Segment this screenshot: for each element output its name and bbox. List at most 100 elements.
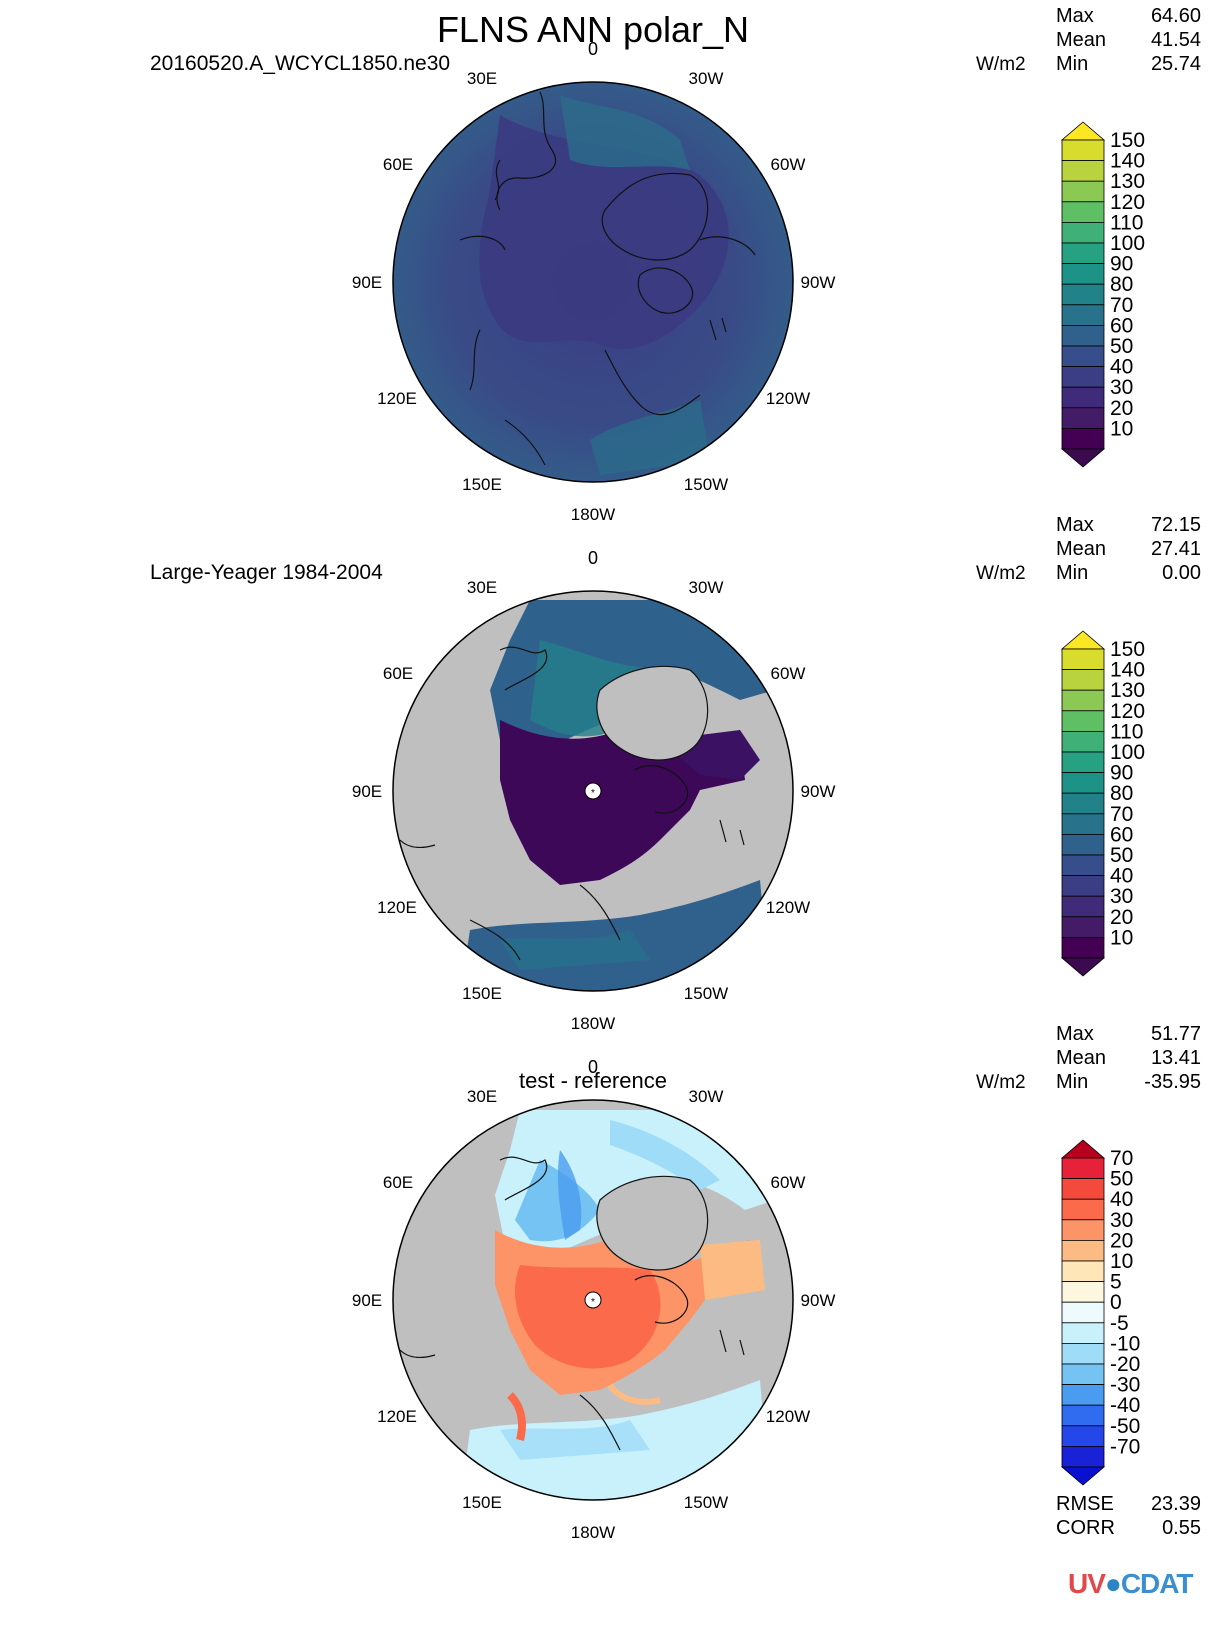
stat-min-value: -35.95: [1144, 1071, 1201, 1093]
colorbar-swatch: [1061, 648, 1105, 671]
colorbar-swatch: [1061, 1198, 1105, 1221]
globe-icon: ●: [1104, 1568, 1122, 1599]
colorbar-tick-label: 70: [1110, 1147, 1133, 1170]
svg-text:*: *: [591, 788, 595, 799]
colorbar-swatch: [1061, 345, 1105, 368]
colorbar-tick-label: 150: [1110, 129, 1145, 152]
colorbar-tick-label: 10: [1110, 1250, 1133, 1273]
lon-label-120e: 120E: [377, 1407, 417, 1426]
rmse-value: 23.39: [1151, 1493, 1201, 1515]
stat-min-value: 25.74: [1151, 53, 1201, 75]
lon-label-150w: 150W: [684, 475, 728, 494]
colorbar-tick-label: 70: [1110, 294, 1133, 317]
lon-label-150e: 150E: [462, 984, 502, 1003]
colorbar-swatch: [1061, 669, 1105, 691]
lon-label-60e: 60E: [383, 664, 413, 683]
lon-label-30e: 30E: [467, 1087, 497, 1106]
lon-label-180w: 180W: [571, 1014, 615, 1033]
lon-label-150w: 150W: [684, 984, 728, 1003]
colorbar-top-arrow: [1060, 121, 1106, 141]
colorbar-swatch: [1061, 1301, 1105, 1324]
colorbar-swatch: [1061, 283, 1105, 306]
colorbar-top-arrow: [1060, 630, 1106, 650]
colorbar-swatch: [1061, 1322, 1105, 1344]
units-label: W/m2: [976, 563, 1026, 584]
colorbar-swatch: [1061, 731, 1105, 753]
lon-label-30w: 30W: [689, 1087, 724, 1106]
svg-text:*: *: [591, 1297, 595, 1308]
colorbar-tick-label: 0: [1110, 1291, 1122, 1314]
colorbar-swatch: [1061, 875, 1105, 897]
colorbar-tick-label: 90: [1110, 762, 1133, 785]
lon-label-0: 0: [588, 548, 598, 568]
lon-label-90e: 90E: [352, 1291, 382, 1310]
colorbar-swatch: [1061, 689, 1105, 712]
colorbar-swatch: [1061, 895, 1105, 918]
colorbar-swatch: [1061, 772, 1105, 794]
panel-test: 20160520.A_WCYCL1850.ne30 W/m2 Max 64.60…: [150, 5, 1201, 524]
lon-label-150e: 150E: [462, 1493, 502, 1512]
colorbar-tick-label: -70: [1110, 1435, 1140, 1458]
colorbar-swatch: [1061, 304, 1105, 326]
colorbar-tick-label: -5: [1110, 1312, 1129, 1335]
colorbar-swatch: [1061, 221, 1105, 244]
colorbar-tick-label: 110: [1110, 720, 1143, 743]
colorbar-swatch: [1061, 1240, 1105, 1262]
colorbar-tick-label: 140: [1110, 150, 1145, 173]
lon-label-30w: 30W: [689, 69, 724, 88]
lon-label-150w: 150W: [684, 1493, 728, 1512]
colorbar-swatch: [1061, 1404, 1105, 1427]
polar-map: *: [392, 1099, 794, 1501]
lon-label-180w: 180W: [571, 505, 615, 524]
colorbar-swatch: [1061, 916, 1105, 938]
rmse-label: RMSE: [1056, 1493, 1114, 1515]
lon-label-90e: 90E: [352, 273, 382, 292]
colorbar-swatch: [1061, 242, 1105, 265]
colorbar-tick-label: 10: [1110, 417, 1133, 440]
colorbar-swatch: [1061, 1178, 1105, 1200]
panel-reference: Large-Yeager 1984-2004 W/m2 Max 72.15 Me…: [150, 514, 1201, 1033]
lon-label-120w: 120W: [766, 389, 810, 408]
colorbar-swatch: [1061, 1363, 1105, 1386]
colorbar-tick-label: 70: [1110, 803, 1133, 826]
colorbar-swatch: [1061, 407, 1105, 429]
colorbar-swatch: [1061, 1343, 1105, 1365]
colorbar-swatch: [1061, 1425, 1105, 1447]
colorbar-swatch: [1061, 263, 1105, 285]
colorbar-tick-label: 10: [1110, 926, 1133, 949]
colorbar-swatch: [1061, 937, 1105, 959]
stat-max-value: 64.60: [1151, 5, 1201, 27]
colorbar-swatch: [1061, 160, 1105, 182]
colorbar-swatch: [1061, 324, 1105, 347]
stat-min-label: Min: [1056, 562, 1088, 584]
lon-label-90w: 90W: [801, 782, 836, 801]
colorbar-tick-label: 20: [1110, 906, 1133, 929]
stat-mean-label: Mean: [1056, 1047, 1106, 1069]
colorbar-tick-label: 100: [1110, 232, 1145, 255]
colorbar-swatch: [1061, 751, 1105, 774]
colorbar-tick-label: -10: [1110, 1332, 1140, 1355]
lon-label-30e: 30E: [467, 578, 497, 597]
colorbar-tick-label: -40: [1110, 1394, 1140, 1417]
colorbar-top-arrow: [1060, 1139, 1106, 1159]
lon-label-150e: 150E: [462, 475, 502, 494]
colorbar-tick-label: 60: [1110, 823, 1133, 846]
lon-label-0: 0: [588, 39, 598, 59]
lon-label-120w: 120W: [766, 898, 810, 917]
colorbar-tick-label: 5: [1110, 1271, 1122, 1294]
colorbar-tick-label: 20: [1110, 397, 1133, 420]
logo-text-uv: UV: [1068, 1568, 1106, 1599]
colorbar-swatch: [1061, 1384, 1105, 1406]
lon-label-60e: 60E: [383, 1173, 413, 1192]
corr-label: CORR: [1056, 1517, 1115, 1539]
lon-label-60w: 60W: [771, 1173, 806, 1192]
colorbar-tick-label: 150: [1110, 638, 1145, 661]
colorbar-tick-label: 60: [1110, 314, 1133, 337]
stat-max-label: Max: [1056, 5, 1094, 27]
colorbar-tick-label: -30: [1110, 1374, 1140, 1397]
colorbar-tick-label: 100: [1110, 741, 1145, 764]
units-label: W/m2: [976, 1072, 1026, 1093]
